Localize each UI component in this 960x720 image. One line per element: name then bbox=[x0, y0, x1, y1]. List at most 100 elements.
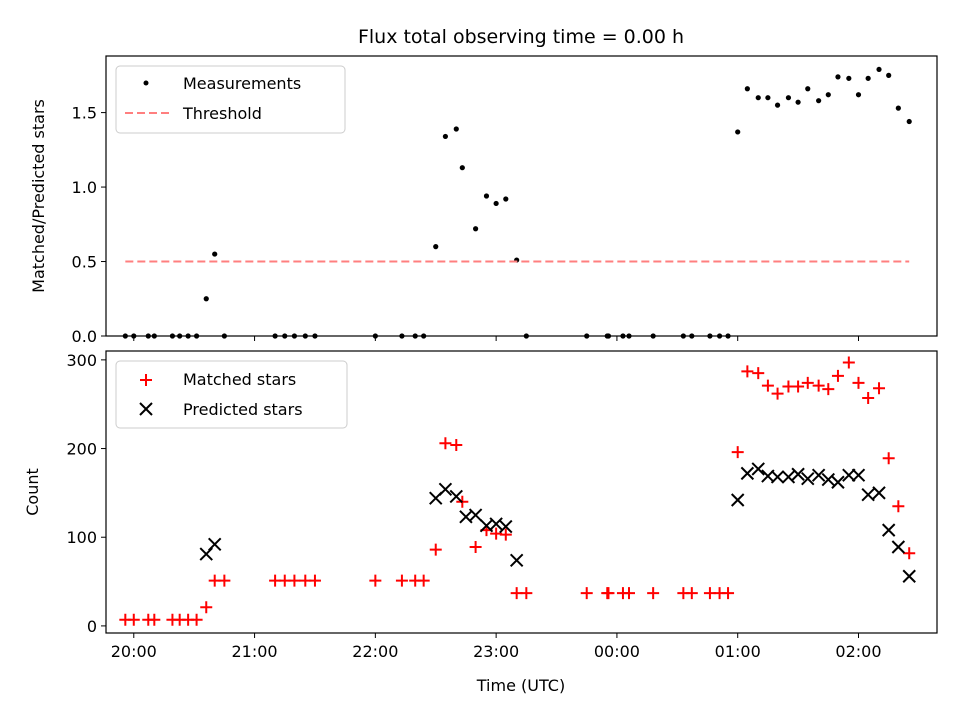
measurements-point bbox=[846, 75, 852, 81]
predicted-stars-point bbox=[730, 493, 745, 507]
x-tick-label: 22:00 bbox=[352, 642, 398, 661]
measurements-point bbox=[855, 92, 862, 98]
top-panel-marks bbox=[122, 66, 912, 339]
predicted-stars-point bbox=[468, 508, 483, 522]
predicted-stars-point bbox=[751, 462, 765, 476]
predicted-stars-point bbox=[851, 468, 866, 482]
measurements-point bbox=[906, 118, 912, 125]
predicted-stars-point bbox=[449, 489, 463, 504]
y-tick-label: 0.5 bbox=[72, 253, 97, 272]
measurements-point bbox=[433, 244, 439, 250]
matched-stars-point bbox=[647, 587, 660, 600]
x-axis-label: Time (UTC) bbox=[476, 676, 565, 695]
measurements-point bbox=[755, 95, 761, 101]
measurements-point bbox=[765, 95, 771, 101]
measurements-point bbox=[212, 251, 218, 257]
measurements-point bbox=[744, 86, 750, 92]
matched-stars-point bbox=[771, 387, 784, 400]
matched-stars-point bbox=[308, 574, 321, 587]
matched-stars-point bbox=[499, 528, 512, 541]
predicted-stars-point bbox=[207, 537, 222, 552]
predicted-stars-point bbox=[872, 486, 886, 500]
legend-matched-stars-label: Matched stars bbox=[183, 370, 296, 389]
matched-stars-point bbox=[148, 613, 161, 626]
matched-stars-point bbox=[842, 356, 855, 369]
predicted-stars-point bbox=[902, 569, 916, 583]
matched-stars-point bbox=[812, 379, 825, 392]
matched-stars-point bbox=[429, 543, 442, 556]
x-tick-label: 23:00 bbox=[473, 642, 519, 661]
measurements-point bbox=[493, 200, 499, 207]
matched-stars-point bbox=[731, 446, 744, 459]
matched-stars-point bbox=[873, 382, 886, 395]
matched-stars-point bbox=[450, 439, 463, 451]
measurements-point bbox=[886, 72, 892, 78]
x-tick-label: 20:00 bbox=[111, 642, 157, 661]
chart-title: Flux total observing time = 0.00 h bbox=[358, 26, 684, 48]
matched-stars-point bbox=[792, 380, 805, 393]
y-tick-label: 300 bbox=[66, 351, 97, 370]
measurements-point bbox=[785, 95, 792, 101]
y-tick-label: 1.5 bbox=[72, 104, 97, 123]
top-legend-box bbox=[115, 65, 346, 134]
measurements-point bbox=[774, 102, 781, 108]
matched-stars-point bbox=[520, 587, 533, 600]
y-tick-label: 1.0 bbox=[72, 178, 97, 197]
matched-stars-point bbox=[801, 376, 814, 389]
predicted-stars-point bbox=[791, 467, 805, 481]
measurements-point bbox=[835, 74, 841, 80]
top-panel-legend: Measurements Threshold bbox=[115, 65, 346, 134]
predicted-stars-point bbox=[438, 482, 453, 497]
bottom-panel-axes: 20:00 21:00 22:00 23:00 00:00 01:00 02:00 0 100 2… bbox=[66, 351, 881, 661]
matched-stars-point bbox=[190, 613, 203, 626]
matched-stars-point bbox=[417, 574, 430, 587]
y-tick-label: 0.0 bbox=[72, 327, 97, 346]
matched-stars-point bbox=[602, 587, 615, 600]
measurements-point bbox=[453, 126, 459, 132]
measurements-point bbox=[473, 226, 479, 232]
top-panel: 0.0 0.5 1.0 1.5 Matched/Predicted stars Mea… bbox=[29, 55, 938, 346]
bottom-panel-marks bbox=[119, 356, 916, 626]
predicted-stars-point bbox=[740, 466, 755, 481]
matched-stars-point bbox=[903, 547, 916, 560]
matched-stars-point bbox=[200, 601, 213, 614]
measurements-point bbox=[865, 75, 871, 81]
measurements-point bbox=[816, 98, 822, 104]
matched-stars-point bbox=[722, 587, 735, 600]
measurements-point bbox=[483, 193, 490, 199]
predicted-stars-point bbox=[509, 553, 524, 567]
measurements-point bbox=[459, 165, 465, 171]
predicted-stars-point bbox=[781, 470, 796, 484]
x-tick-label: 02:00 bbox=[835, 642, 881, 661]
x-tick-label: 00:00 bbox=[594, 642, 640, 661]
y-tick-label: 0 bbox=[87, 617, 97, 636]
y-tick-label: 200 bbox=[66, 440, 97, 459]
measurements-point bbox=[825, 92, 831, 98]
matched-stars-point bbox=[685, 587, 698, 600]
x-tick-label: 01:00 bbox=[715, 642, 761, 661]
bottom-panel-y-axis-label: Count bbox=[23, 468, 42, 516]
measurements-point bbox=[895, 105, 901, 111]
predicted-stars-point bbox=[891, 540, 906, 554]
predicted-stars-point bbox=[861, 487, 875, 502]
y-tick-label: 100 bbox=[66, 528, 97, 547]
bottom-panel: 20:00 21:00 22:00 23:00 00:00 01:00 02:00 0 100 2… bbox=[23, 350, 938, 695]
predicted-stars-point bbox=[801, 471, 815, 486]
x-tick-label: 21:00 bbox=[232, 642, 278, 661]
matched-stars-point bbox=[741, 365, 754, 378]
matched-stars-point bbox=[218, 574, 231, 587]
top-panel-axes: 0.0 0.5 1.0 1.5 bbox=[72, 104, 859, 346]
matched-stars-point bbox=[882, 452, 895, 465]
bottom-panel-legend: Matched stars Predicted stars bbox=[115, 360, 348, 429]
bottom-panel-frame bbox=[105, 350, 938, 634]
measurements-point bbox=[503, 196, 509, 202]
legend-matched-stars-marker bbox=[140, 374, 152, 386]
matched-stars-point bbox=[622, 587, 635, 600]
predicted-stars-point bbox=[770, 470, 785, 484]
predicted-stars-point bbox=[842, 468, 856, 482]
measurements-point bbox=[805, 86, 811, 92]
legend-predicted-stars-marker bbox=[139, 402, 153, 416]
matched-stars-point bbox=[580, 587, 593, 600]
matched-stars-point bbox=[831, 369, 844, 382]
